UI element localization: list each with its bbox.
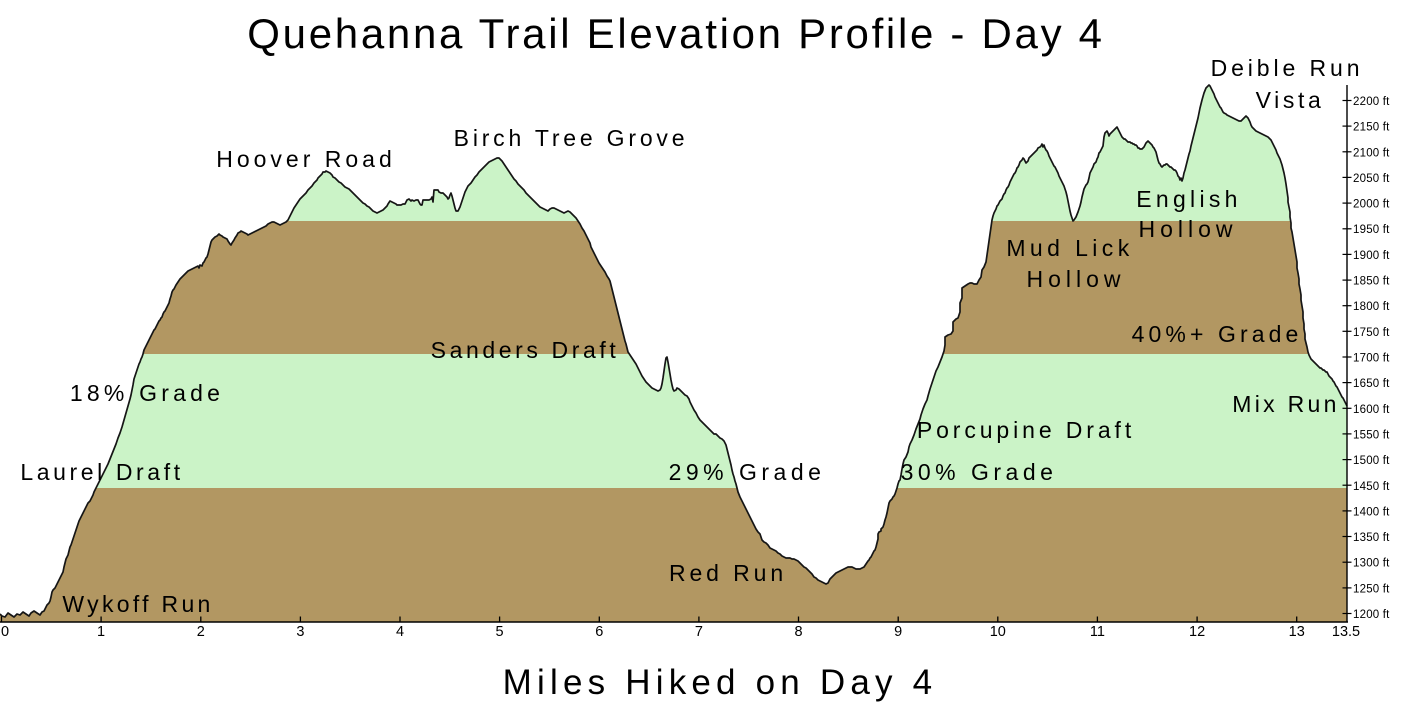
svg-text:Mud Lick: Mud Lick: [1006, 235, 1133, 261]
svg-text:10: 10: [990, 624, 1006, 640]
svg-text:Laurel Draft: Laurel Draft: [20, 459, 183, 485]
svg-text:Red Run: Red Run: [669, 560, 787, 586]
svg-text:Hollow: Hollow: [1026, 266, 1125, 292]
svg-text:Birch Tree Grove: Birch Tree Grove: [454, 125, 689, 151]
svg-text:1250 ft: 1250 ft: [1353, 583, 1390, 595]
svg-text:7: 7: [695, 624, 703, 640]
svg-text:1500 ft: 1500 ft: [1353, 455, 1390, 467]
svg-text:1650 ft: 1650 ft: [1353, 378, 1390, 390]
svg-text:13.5: 13.5: [1332, 624, 1360, 640]
svg-text:11: 11: [1090, 624, 1105, 640]
svg-text:Quehanna Trail Elevation Profi: Quehanna Trail Elevation Profile - Day 4: [247, 10, 1104, 57]
svg-text:Hollow: Hollow: [1138, 216, 1237, 242]
svg-text:Vista: Vista: [1256, 87, 1325, 113]
svg-text:Mix Run: Mix Run: [1232, 391, 1339, 417]
svg-text:40%+ Grade: 40%+ Grade: [1132, 321, 1303, 347]
svg-text:8: 8: [794, 624, 802, 640]
svg-text:29% Grade: 29% Grade: [669, 459, 826, 485]
svg-text:18% Grade: 18% Grade: [70, 380, 224, 406]
svg-text:2100 ft: 2100 ft: [1353, 147, 1390, 159]
svg-text:1400 ft: 1400 ft: [1353, 506, 1390, 518]
svg-text:2: 2: [197, 624, 205, 640]
svg-text:English: English: [1136, 186, 1242, 212]
svg-text:Porcupine Draft: Porcupine Draft: [917, 417, 1135, 443]
svg-text:2000 ft: 2000 ft: [1353, 199, 1390, 211]
svg-text:9: 9: [894, 624, 902, 640]
svg-text:1800 ft: 1800 ft: [1353, 301, 1390, 313]
svg-text:1850 ft: 1850 ft: [1353, 276, 1390, 288]
svg-text:13: 13: [1289, 624, 1305, 640]
svg-text:1600 ft: 1600 ft: [1353, 404, 1390, 416]
svg-text:Deible Run: Deible Run: [1211, 55, 1364, 81]
svg-text:1700 ft: 1700 ft: [1353, 353, 1390, 365]
svg-text:1950 ft: 1950 ft: [1353, 224, 1390, 236]
svg-text:6: 6: [595, 624, 603, 640]
svg-text:Sanders Draft: Sanders Draft: [431, 337, 620, 363]
svg-text:30% Grade: 30% Grade: [901, 459, 1058, 485]
svg-text:1550 ft: 1550 ft: [1353, 429, 1390, 441]
svg-text:1300 ft: 1300 ft: [1353, 558, 1390, 570]
svg-text:2200 ft: 2200 ft: [1353, 96, 1390, 108]
svg-text:1450 ft: 1450 ft: [1353, 481, 1390, 493]
svg-text:1350 ft: 1350 ft: [1353, 532, 1390, 544]
svg-text:1900 ft: 1900 ft: [1353, 250, 1390, 262]
svg-text:3: 3: [296, 624, 304, 640]
svg-text:Wykoff Run: Wykoff Run: [62, 591, 213, 617]
svg-text:1200 ft: 1200 ft: [1353, 609, 1390, 621]
svg-text:0: 0: [1, 624, 9, 640]
svg-text:12: 12: [1189, 624, 1205, 640]
svg-text:1750 ft: 1750 ft: [1353, 327, 1390, 339]
svg-text:2150 ft: 2150 ft: [1353, 122, 1390, 134]
svg-text:4: 4: [396, 624, 404, 640]
svg-text:Hoover Road: Hoover Road: [216, 146, 396, 172]
svg-text:Miles Hiked on Day 4: Miles Hiked on Day 4: [503, 663, 938, 702]
svg-text:1: 1: [97, 624, 105, 640]
svg-text:2050 ft: 2050 ft: [1353, 173, 1390, 185]
svg-text:5: 5: [496, 624, 504, 640]
